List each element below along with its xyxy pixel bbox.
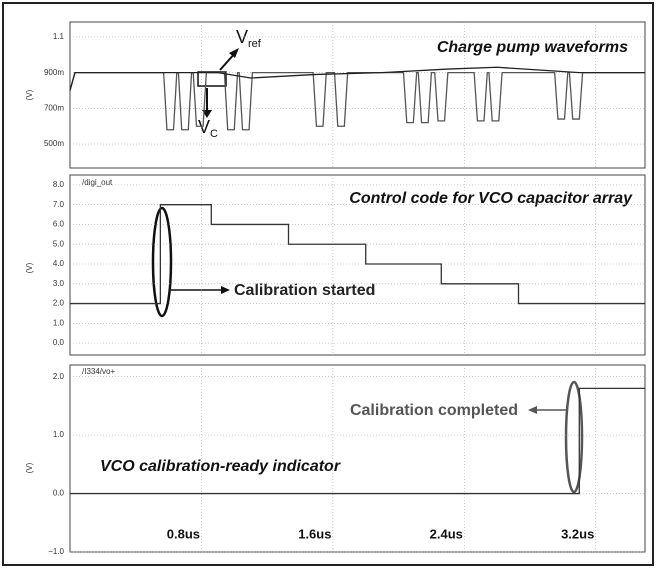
y-tick-label: 2.0	[53, 299, 65, 308]
annotation: Calibration started	[234, 282, 375, 299]
y-tick-label: −1.0	[48, 547, 64, 556]
arrow-head	[229, 48, 239, 58]
panel-title: Charge pump waveforms	[437, 39, 628, 56]
y-axis-label: (V)	[25, 462, 34, 473]
y-tick-label: 1.1	[53, 32, 65, 41]
x-tick-label: 1.6us	[298, 526, 331, 541]
y-tick-label: 0.0	[53, 338, 65, 347]
y-tick-label: 1.0	[53, 318, 65, 327]
y-tick-label: 0.0	[53, 489, 65, 498]
x-tick-label: 0.8us	[167, 526, 200, 541]
x-tick-label: 2.4us	[430, 526, 463, 541]
y-tick-label: 8.0	[53, 180, 65, 189]
panel-frame	[69, 364, 646, 553]
arrow-head	[221, 286, 230, 294]
series-line	[70, 204, 645, 305]
panel-frame	[69, 174, 646, 356]
y-tick-label: 1.0	[53, 430, 65, 439]
panel-title: Control code for VCO capacitor array	[349, 190, 633, 207]
panel-frame	[69, 21, 646, 169]
panel-title: VCO calibration-ready indicator	[100, 458, 341, 475]
y-tick-label: 900m	[44, 68, 64, 77]
y-tick-label: 3.0	[53, 279, 65, 288]
series-line	[70, 387, 645, 495]
arrow-head	[528, 406, 537, 414]
x-tick-label: 3.2us	[561, 526, 594, 541]
annotation: VC	[198, 117, 218, 140]
annotation: Vref	[236, 27, 262, 50]
series-line	[69, 66, 645, 91]
highlight-ellipse	[564, 380, 584, 494]
subtitle: /I334/vo+	[82, 367, 115, 376]
annotation: Calibration completed	[350, 402, 518, 419]
highlight-ellipse	[151, 206, 173, 318]
y-tick-label: 5.0	[53, 239, 65, 248]
y-tick-label: 2.0	[53, 372, 65, 381]
y-tick-label: 7.0	[53, 200, 65, 209]
y-tick-label: 500m	[44, 139, 64, 148]
subtitle: /digi_out	[82, 178, 113, 187]
y-axis-label: (V)	[25, 262, 34, 273]
y-tick-label: 700m	[44, 103, 64, 112]
y-axis-label: (V)	[25, 89, 34, 100]
y-tick-label: 6.0	[53, 220, 65, 229]
y-tick-label: 4.0	[53, 259, 65, 268]
